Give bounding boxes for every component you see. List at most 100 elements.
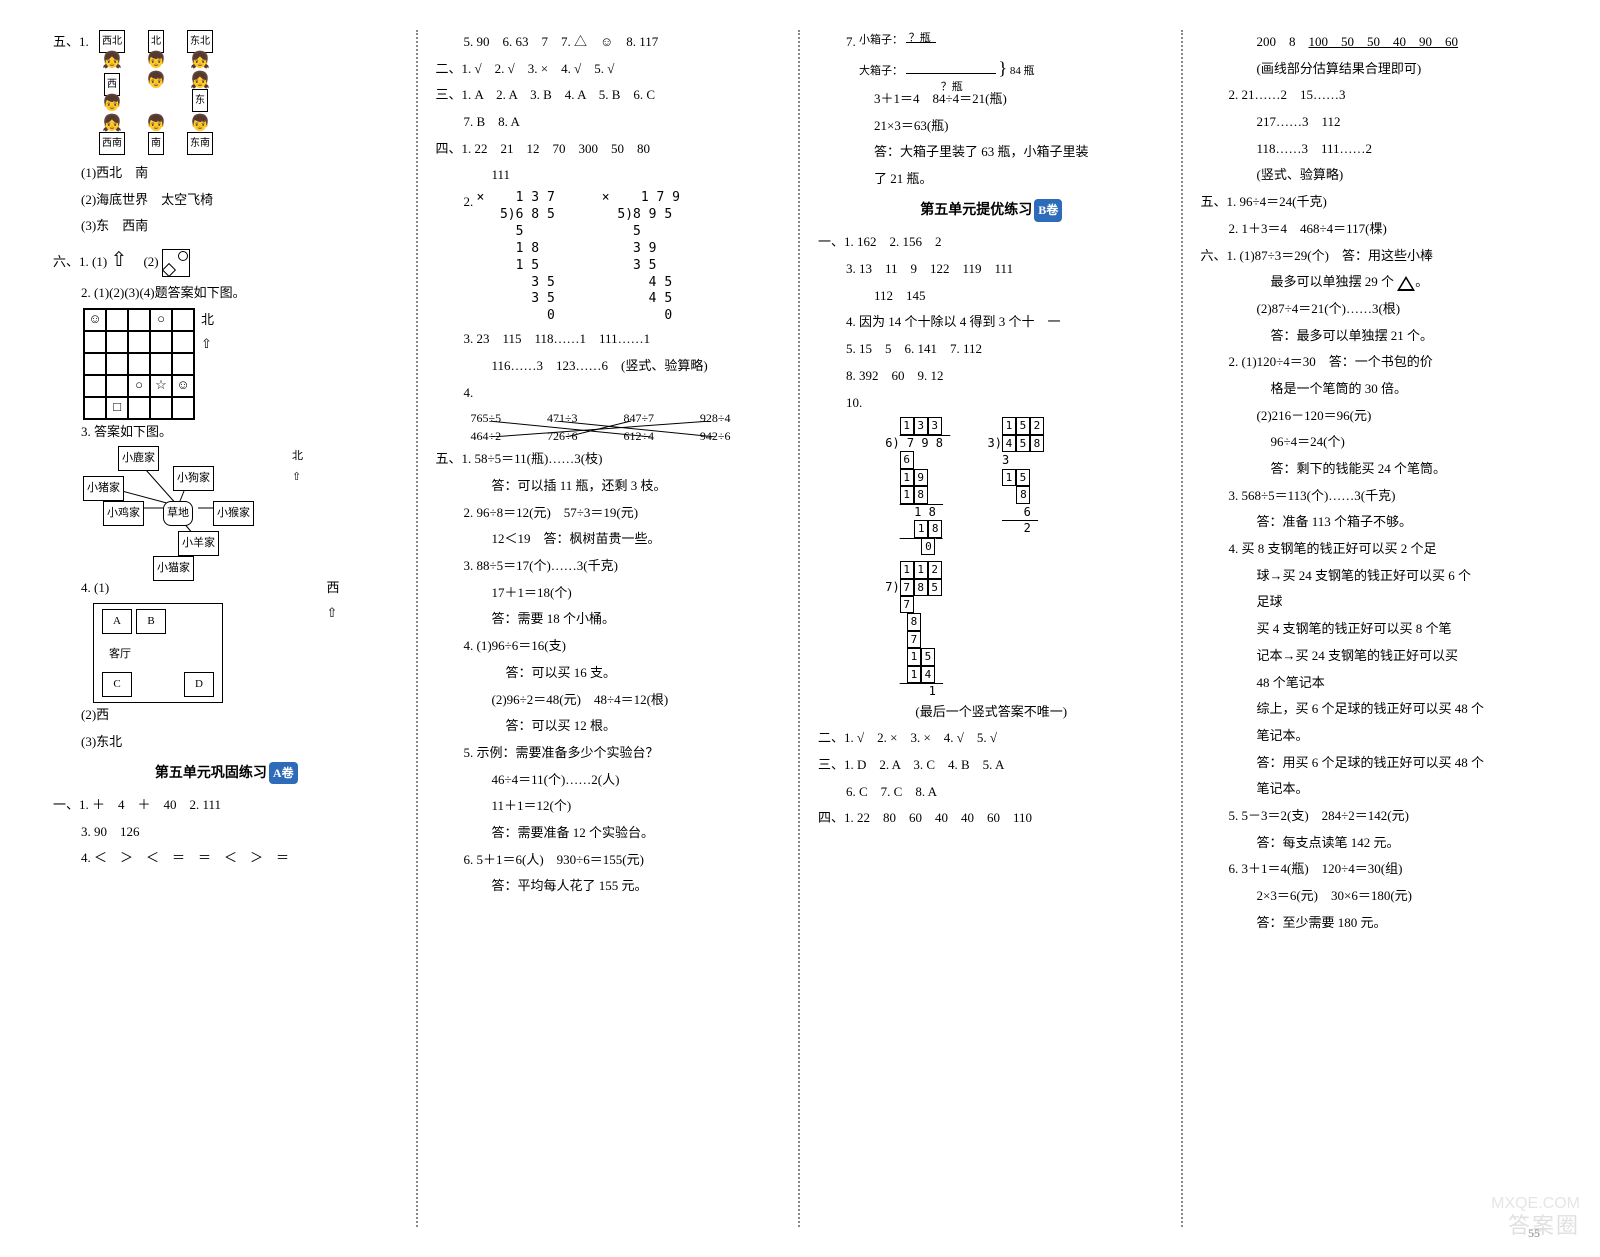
c4-s6-4h: 笔记本。 xyxy=(1201,724,1548,749)
c3-q7d: 了 21 瓶。 xyxy=(818,167,1165,192)
q4-3: (3)东北 xyxy=(53,730,400,755)
c2-s5-2b: 12＜19 答：枫树苗贵一些。 xyxy=(436,527,783,552)
q2-2: (2)海底世界 太空飞椅 xyxy=(53,188,400,213)
north-label2: 北⇧ xyxy=(292,446,303,488)
c4-q2a: 2. 21……2 15……3 xyxy=(1201,83,1548,108)
b1-5: 5. 15 5 6. 141 7. 112 xyxy=(818,337,1165,362)
c2-s5-3b: 17＋1＝18(个) xyxy=(436,581,783,606)
compass-diagram: 西北👧 北👦 东北👧 西👦 👦 👧东 👧西南 👦南 👦东南 xyxy=(92,30,220,159)
q4-2: (2)西 xyxy=(53,703,400,728)
deer-node: 小鹿家 xyxy=(118,446,159,471)
c4-s6-4c: 足球 xyxy=(1201,590,1548,615)
c2-s3b: 7. B 8. A xyxy=(436,110,783,135)
underlined-values: 100 50 50 40 90 60 xyxy=(1309,34,1459,49)
long-division-1: × 1 3 7 × 1 7 9 5)6 8 5 5)8 9 5 5 5 1 8 … xyxy=(477,190,681,325)
box-div-3: 112 7)785 7 8 7 15 14 1 xyxy=(878,561,1165,700)
c4-s6-1b: 最多可以单独摆 29 个 。 xyxy=(1201,270,1548,295)
c2-s5-4c: (2)96÷2＝48(元) 48÷4＝12(根) xyxy=(436,688,783,713)
b4: 四、1. 22 80 60 40 40 60 110 xyxy=(818,806,1165,831)
cr2-0: 464÷2 xyxy=(471,425,502,448)
q2-3: (3)东 西南 xyxy=(53,214,400,239)
c2-s5-2a: 2. 96÷8＝12(元) 57÷3＝19(元) xyxy=(436,501,783,526)
c2-s5-1b: 答：可以插 11 瓶，还剩 3 枝。 xyxy=(436,474,783,499)
sec5-label: 五、1. xyxy=(53,34,89,49)
column-3: 7. 小箱子： ？瓶 大箱子： ？瓶 } 84 瓶 3＋1＝4 84÷4＝21(… xyxy=(800,30,1183,1227)
c4-l1: 200 8 100 50 50 40 90 60 xyxy=(1201,30,1548,55)
c4-s6-4b: 球→买 24 支钢笔的钱正好可以买 6 个 xyxy=(1201,564,1548,589)
sec6-label: 六、1. xyxy=(53,254,89,269)
compass-w: 西 xyxy=(104,73,120,96)
c4-s6-1e: 答：最多可以单独摆 21 个。 xyxy=(1201,324,1548,349)
c4-q2d: (竖式、验算略) xyxy=(1201,163,1548,188)
shapes-icon xyxy=(162,249,190,277)
c4-s6-5a: 5. 5－3＝2(支) 284÷2＝142(元) xyxy=(1201,804,1548,829)
c4-s6-2a: 2. (1)120÷4＝30 答：一个书包的价 xyxy=(1201,350,1548,375)
c4-l2: (画线部分估算结果合理即可) xyxy=(1201,57,1548,82)
c4-s6-1d: (2)87÷4＝21(个)……3(根) xyxy=(1201,297,1548,322)
c3-q7c: 答：大箱子里装了 63 瓶，小箱子里装 xyxy=(818,140,1165,165)
c2-s4-2: 2. × 1 3 7 × 1 7 9 5)6 8 5 5)8 9 5 5 5 1… xyxy=(436,190,783,325)
b1-3: 3. 13 11 9 122 119 111 xyxy=(818,257,1165,282)
pig-node: 小猪家 xyxy=(83,476,124,501)
box-div-2: 152 3)458 3 15 8 6 2 xyxy=(980,417,1044,555)
c4-s6-2b: 格是一个笔筒的 30 倍。 xyxy=(1201,377,1548,402)
c4-s6-4a: 4. 买 8 支钢笔的钱正好可以买 2 个足 xyxy=(1201,537,1548,562)
page-columns: 五、1. 西北👧 北👦 东北👧 西👦 👦 👧东 👧西南 👦南 👦东南 xyxy=(35,30,1565,1227)
living-room: 客厅 xyxy=(109,644,131,665)
c4-s6-4i: 答：用买 6 个足球的钱正好可以买 48 个 xyxy=(1201,751,1548,776)
west-arrow: 西⇧ xyxy=(326,576,339,625)
c2-s5-4d: 答：可以买 12 根。 xyxy=(436,714,783,739)
c4-s6-4g: 综上，买 6 个足球的钱正好可以买 48 个 xyxy=(1201,697,1548,722)
c2-s5-6a: 6. 5＋1＝6(人) 930÷6＝155(元) xyxy=(436,848,783,873)
column-1: 五、1. 西北👧 北👦 东北👧 西👦 👦 👧东 👧西南 👦南 👦东南 xyxy=(35,30,418,1227)
c3-q7b: 21×3＝63(瓶) xyxy=(818,114,1165,139)
compass-e: 东 xyxy=(192,89,208,112)
monkey-node: 小猴家 xyxy=(213,501,254,526)
c2-s2: 二、1. √ 2. √ 3. × 4. √ 5. √ xyxy=(436,57,783,82)
compass-se: 东南 xyxy=(187,132,213,155)
column-4: 200 8 100 50 50 40 90 60 (画线部分估算结果合理即可) … xyxy=(1183,30,1566,1227)
b1-8: 8. 392 60 9. 12 xyxy=(818,364,1165,389)
c4-s6-3b: 答：准备 113 个箱子不够。 xyxy=(1201,510,1548,535)
c2-s5-5d: 答：需要准备 12 个实验台。 xyxy=(436,821,783,846)
c2-s5-5b: 46÷4＝11(个)……2(人) xyxy=(436,768,783,793)
c2-s5-6b: 答：平均每人花了 155 元。 xyxy=(436,874,783,899)
q3: 3. 答案如下图。 xyxy=(53,420,400,445)
sec6-q2: 2. (1)(2)(3)(4)题答案如下图。 xyxy=(53,281,400,306)
s1-q4: 4. ＜ ＞ ＜ ＝ ＝ ＜ ＞ ＝ xyxy=(53,846,400,871)
sec6-1-1: (1) xyxy=(92,254,107,269)
c4-q2b: 217……3 112 xyxy=(1201,110,1548,135)
cr2-3: 942÷6 xyxy=(700,425,731,448)
cat-node: 小猫家 xyxy=(153,556,194,581)
s1-q1: 一、1. ＋ 4 ＋ 40 2. 111 xyxy=(53,793,400,818)
c4-s6-5b: 答：每支点读笔 142 元。 xyxy=(1201,831,1548,856)
c4-s6-4e: 记本→买 24 支钢笔的钱正好可以买 xyxy=(1201,644,1548,669)
room-d: D xyxy=(184,672,214,697)
c2-s5-4a: 4. (1)96÷6＝16(支) xyxy=(436,634,783,659)
c2-s4-4: 4. xyxy=(436,381,783,406)
cross-match-diagram: 765÷5 471÷3 847÷7 928÷4 464÷2 726÷6 612÷… xyxy=(471,407,731,447)
grass-node: 草地 xyxy=(163,501,193,526)
c4-q2c: 118……3 111……2 xyxy=(1201,137,1548,162)
c4-s6-3a: 3. 568÷5＝113(个)……3(千克) xyxy=(1201,484,1548,509)
room-a: A xyxy=(102,609,132,634)
north-label: 北⇧ xyxy=(201,308,214,357)
compass-ne: 东北 xyxy=(187,30,213,53)
c2-s3a: 三、1. A 2. A 3. B 4. A 5. B 6. C xyxy=(436,83,783,108)
sheep-node: 小羊家 xyxy=(178,531,219,556)
chicken-node: 小鸡家 xyxy=(103,501,144,526)
sec5-q1: 五、1. 西北👧 北👦 东北👧 西👦 👦 👧东 👧西南 👦南 👦东南 xyxy=(53,30,400,159)
s1-q3: 3. 90 126 xyxy=(53,820,400,845)
unit5b-heading: 第五单元提优练习B卷 xyxy=(818,198,1165,225)
c4-s6-2d: 96÷4＝24(个) xyxy=(1201,430,1548,455)
compass-s: 南 xyxy=(148,132,164,155)
c2-s4-1: 四、1. 22 21 12 70 300 50 80 xyxy=(436,137,783,162)
c2-s5-3a: 3. 88÷5＝17(个)……3(千克) xyxy=(436,554,783,579)
c2-s5-4b: 答：可以买 16 支。 xyxy=(436,661,783,686)
box-div-1: 133 6) 7 9 8 6 19 18 1 8 18 0 xyxy=(878,417,950,555)
compass-sw: 西南 xyxy=(99,132,125,155)
c4-s6-6a: 6. 3＋1＝4(瓶) 120÷4＝30(组) xyxy=(1201,857,1548,882)
box-division-row2: 112 7)785 7 8 7 15 14 1 xyxy=(818,561,1165,700)
b1-1: 一、1. 162 2. 156 2 xyxy=(818,230,1165,255)
q2-1: (1)西北 南 xyxy=(53,161,400,186)
